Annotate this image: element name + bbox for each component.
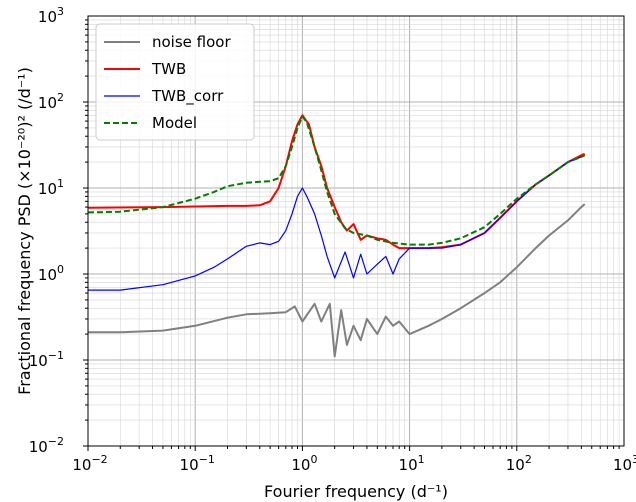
series-layer [88,115,585,356]
y-tick-label: 10−2 [29,435,64,456]
series-line-noise-floor [88,204,585,356]
legend-label-model: Model [152,114,197,132]
x-tick-label-base: 10 [72,456,91,474]
x-tick-label-exponent: 0 [310,453,317,466]
y-axis-title: Fractional frequency PSD (×10⁻²⁰)² (/d⁻¹… [15,67,34,395]
legend: noise floor TWB TWB_corr Model [96,24,254,140]
y-tick-label: 103 [38,5,64,26]
x-tick-label: 10−2 [72,453,107,474]
x-tick-label: 103 [613,453,636,474]
y-tick-label-exponent: 3 [57,5,64,18]
x-tick-label: 100 [291,453,317,474]
x-tick-label-exponent: 1 [418,453,425,466]
x-tick-label: 101 [399,453,425,474]
series-line-twb-corr [88,155,585,290]
y-tick-label-exponent: 0 [57,263,64,276]
y-tick-label-exponent: −2 [48,435,64,448]
y-tick-label: 100 [38,263,64,284]
x-tick-label-base: 10 [613,456,632,474]
x-tick-label-exponent: 2 [525,453,532,466]
y-tick-label-exponent: 2 [57,91,64,104]
y-tick-label-exponent: 1 [57,177,64,190]
x-tick-label-base: 10 [180,456,199,474]
x-axis-title: Fourier frequency (d⁻¹) [264,482,448,501]
legend-label-twb: TWB [151,60,186,78]
y-tick-label-base: 10 [38,8,57,26]
x-tick-label-base: 10 [399,456,418,474]
x-tick-label-exponent: 3 [632,453,636,466]
x-tick-label-exponent: −1 [199,453,215,466]
y-tick-label-base: 10 [38,180,57,198]
x-tick-label-exponent: −2 [91,453,107,466]
y-tick-label-base: 10 [29,438,48,456]
y-tick-label: 102 [38,91,64,112]
y-tick-label-base: 10 [38,94,57,112]
y-tick-label-base: 10 [38,266,57,284]
x-tick-label-base: 10 [506,456,525,474]
x-tick-label-base: 10 [291,456,310,474]
legend-label-twb-corr: TWB_corr [151,87,224,106]
legend-label-noise-floor: noise floor [152,33,231,51]
y-tick-label: 101 [38,177,64,198]
x-tick-label: 10−1 [180,453,215,474]
y-tick-label-exponent: −1 [48,349,64,362]
x-tick-label: 102 [506,453,532,474]
